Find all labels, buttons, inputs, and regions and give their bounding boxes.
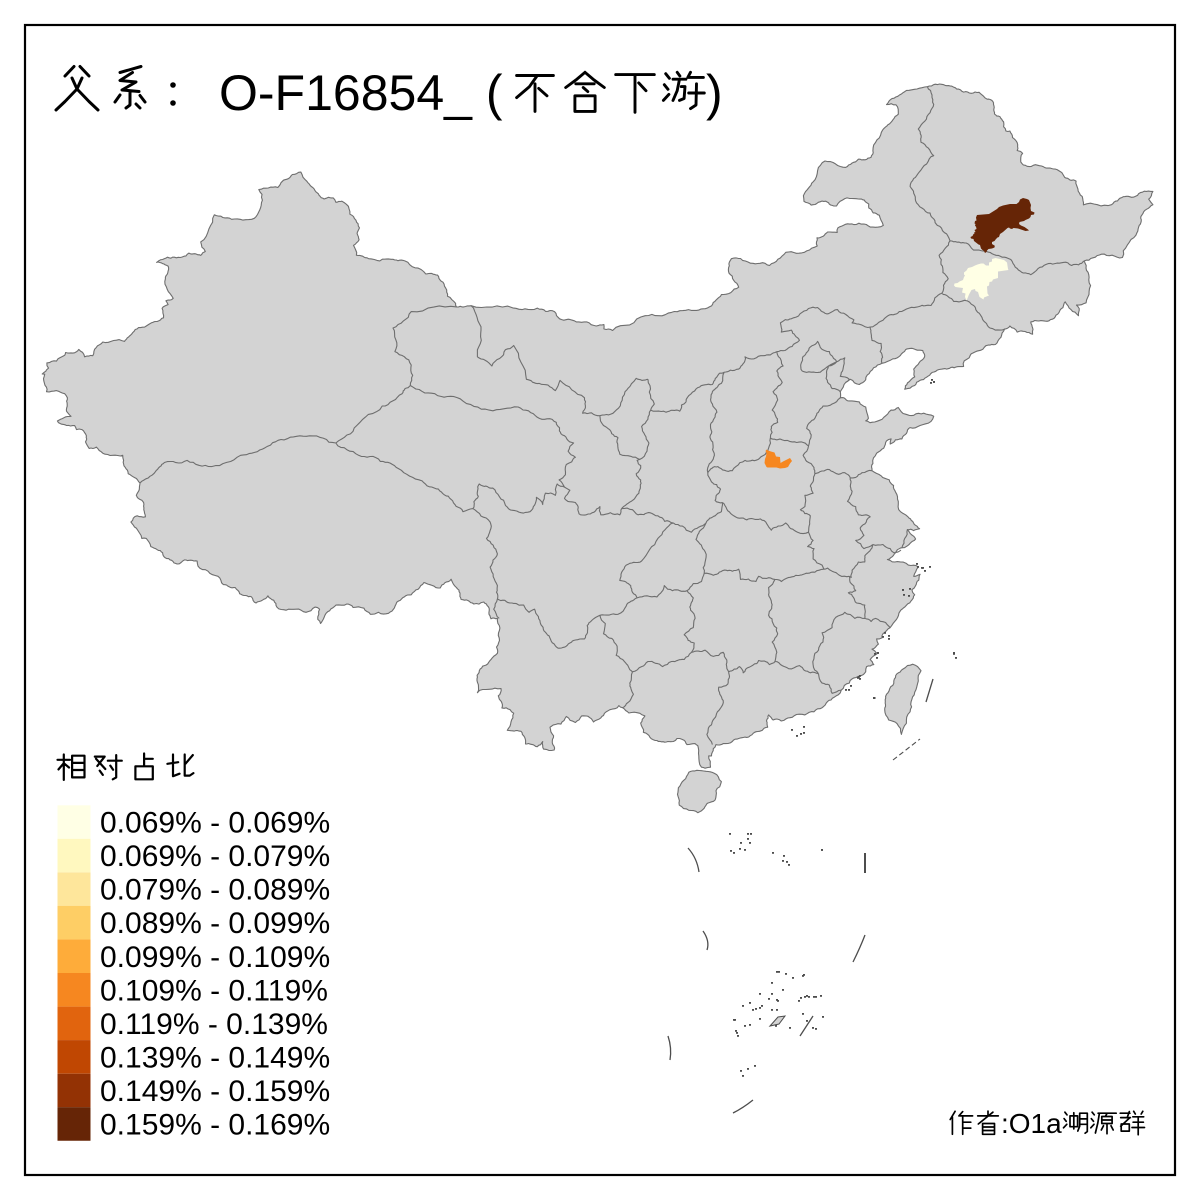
svg-text:): )	[706, 65, 723, 121]
svg-text:0.119% - 0.139%: 0.119% - 0.139%	[100, 1008, 328, 1041]
svg-text:O-F16854_ (: O-F16854_ (	[219, 65, 503, 121]
svg-text:0.089% - 0.099%: 0.089% - 0.099%	[100, 907, 330, 940]
svg-text:0.139% - 0.149%: 0.139% - 0.149%	[100, 1041, 330, 1074]
svg-text::O1a: :O1a	[1001, 1108, 1062, 1139]
svg-text:0.099% - 0.109%: 0.099% - 0.109%	[100, 941, 330, 974]
svg-text:0.159% - 0.169%: 0.159% - 0.169%	[100, 1109, 330, 1142]
svg-text:0.149% - 0.159%: 0.149% - 0.159%	[100, 1075, 330, 1108]
svg-text:0.069% - 0.069%: 0.069% - 0.069%	[100, 807, 330, 840]
svg-text:0.079% - 0.089%: 0.079% - 0.089%	[100, 874, 330, 907]
svg-text:0.069% - 0.079%: 0.069% - 0.079%	[100, 840, 330, 873]
svg-text:0.109% - 0.119%: 0.109% - 0.119%	[100, 974, 328, 1007]
